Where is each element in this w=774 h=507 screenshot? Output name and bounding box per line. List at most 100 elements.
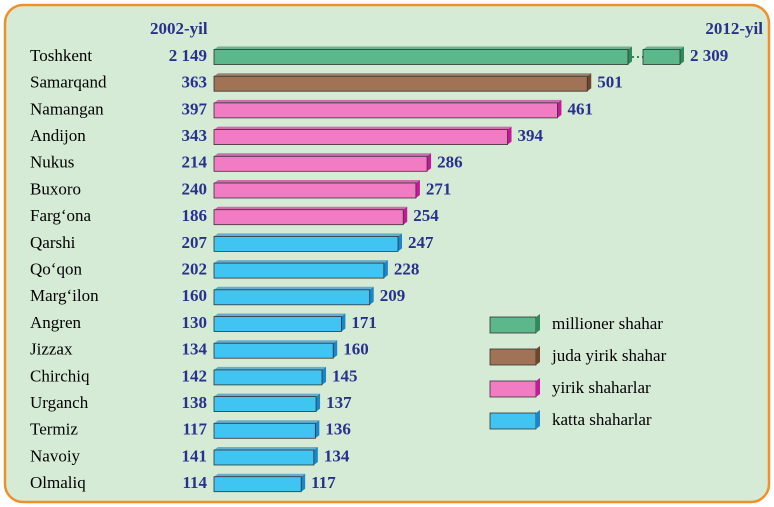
bar	[213, 369, 323, 386]
value-label-2002: 141	[182, 446, 208, 465]
bar-side	[333, 340, 338, 359]
value-label-2012: 136	[325, 420, 351, 439]
value-label-2002: 138	[182, 393, 208, 412]
value-label-2002: 363	[182, 73, 208, 92]
bar-top	[214, 260, 388, 264]
bar	[213, 396, 317, 413]
category-label: Jizzax	[30, 340, 73, 359]
value-label-2012: 247	[408, 233, 434, 252]
category-label: Andijon	[30, 126, 86, 145]
value-label-2012: 286	[437, 153, 463, 172]
bar-side	[322, 366, 327, 385]
value-label-2002: 240	[182, 179, 208, 198]
bar-side	[415, 180, 420, 198]
bar-top	[214, 313, 346, 317]
category-label: Qo‘qon	[30, 260, 82, 279]
value-label-2012: 209	[380, 286, 406, 305]
bar-side	[398, 233, 403, 252]
category-label: Buxoro	[30, 179, 81, 198]
value-label-2002: 117	[182, 420, 207, 439]
category-label: Angren	[30, 313, 81, 332]
value-label-2002: 186	[182, 206, 208, 225]
bar-side	[427, 153, 432, 172]
bar-side	[557, 99, 562, 118]
bar-side	[628, 46, 632, 65]
frame	[3, 3, 771, 504]
bar-top	[214, 473, 306, 477]
bar	[213, 316, 342, 332]
value-label-2012: 137	[326, 393, 352, 412]
legend-swatch	[489, 412, 537, 430]
bar-top	[214, 393, 321, 397]
legend-swatch	[489, 380, 537, 398]
value-label-2012: 228	[394, 260, 420, 279]
bar-top	[214, 180, 420, 183]
bar-top	[214, 233, 403, 237]
value-label-2012: 271	[426, 179, 452, 198]
bar-side	[403, 206, 408, 225]
bar-side	[507, 126, 512, 145]
bar-top	[214, 153, 432, 157]
legend-side	[536, 346, 540, 365]
bar	[213, 342, 334, 359]
legend-label: katta shaharlar	[552, 410, 652, 429]
legend-side	[536, 378, 540, 397]
value-label-2012: 145	[332, 366, 358, 385]
bar-top	[214, 73, 592, 77]
category-label: Termiz	[30, 420, 78, 439]
bar-top	[643, 46, 684, 50]
value-label-2002: 130	[182, 313, 208, 332]
bar-side	[369, 286, 374, 305]
bar	[213, 49, 629, 65]
bar-side	[315, 420, 320, 439]
bar	[213, 102, 558, 119]
bar	[213, 476, 302, 493]
value-label-2002: 207	[182, 233, 208, 252]
bar	[213, 235, 399, 252]
bar-top	[214, 126, 512, 130]
legend-label: yirik shaharlar	[552, 378, 651, 397]
value-label-2002: 142	[182, 366, 208, 385]
bar-top	[214, 420, 320, 424]
value-label-2012: 2 309	[690, 46, 728, 65]
bar	[213, 155, 428, 172]
legend-label: millioner shahar	[552, 314, 663, 333]
bar	[213, 262, 385, 279]
value-label-2012: 171	[351, 313, 377, 332]
value-label-2002: 160	[182, 286, 208, 305]
bar	[213, 449, 315, 466]
bar-top	[214, 447, 318, 450]
category-label: Samarqand	[30, 73, 107, 92]
header-2002: 2002-yil	[150, 19, 208, 38]
category-label: Navoiy	[30, 446, 81, 465]
category-label: Chirchiq	[30, 366, 90, 385]
bar-top	[214, 46, 632, 50]
legend-label: juda yirik shahar	[551, 346, 667, 365]
value-label-2012: 501	[597, 73, 623, 92]
bar-side	[301, 473, 306, 492]
header-2012: 2012-yil	[705, 19, 763, 38]
value-label-2002: 2 149	[169, 46, 207, 65]
bar-top	[214, 99, 562, 103]
value-label-2002: 202	[182, 260, 208, 279]
legend-side	[536, 314, 540, 333]
value-label-2002: 397	[182, 99, 208, 118]
value-label-2002: 343	[182, 126, 208, 145]
category-label: Urganch	[30, 393, 89, 412]
category-label: Toshkent	[30, 46, 92, 65]
bar	[642, 49, 681, 65]
category-label: Farg‘ona	[30, 206, 92, 225]
legend-swatch	[489, 316, 537, 334]
category-label: Nukus	[30, 153, 74, 172]
bar-side	[341, 313, 346, 332]
legend-side	[536, 410, 540, 429]
value-label-2012: 134	[324, 446, 350, 465]
legend-swatch	[489, 348, 537, 366]
bar-top	[214, 366, 327, 370]
value-label-2002: 214	[182, 153, 208, 172]
value-label-2012: 117	[311, 473, 336, 492]
category-label: Marg‘ilon	[30, 286, 99, 305]
value-label-2012: 160	[343, 340, 369, 359]
bar-side	[313, 447, 318, 465]
